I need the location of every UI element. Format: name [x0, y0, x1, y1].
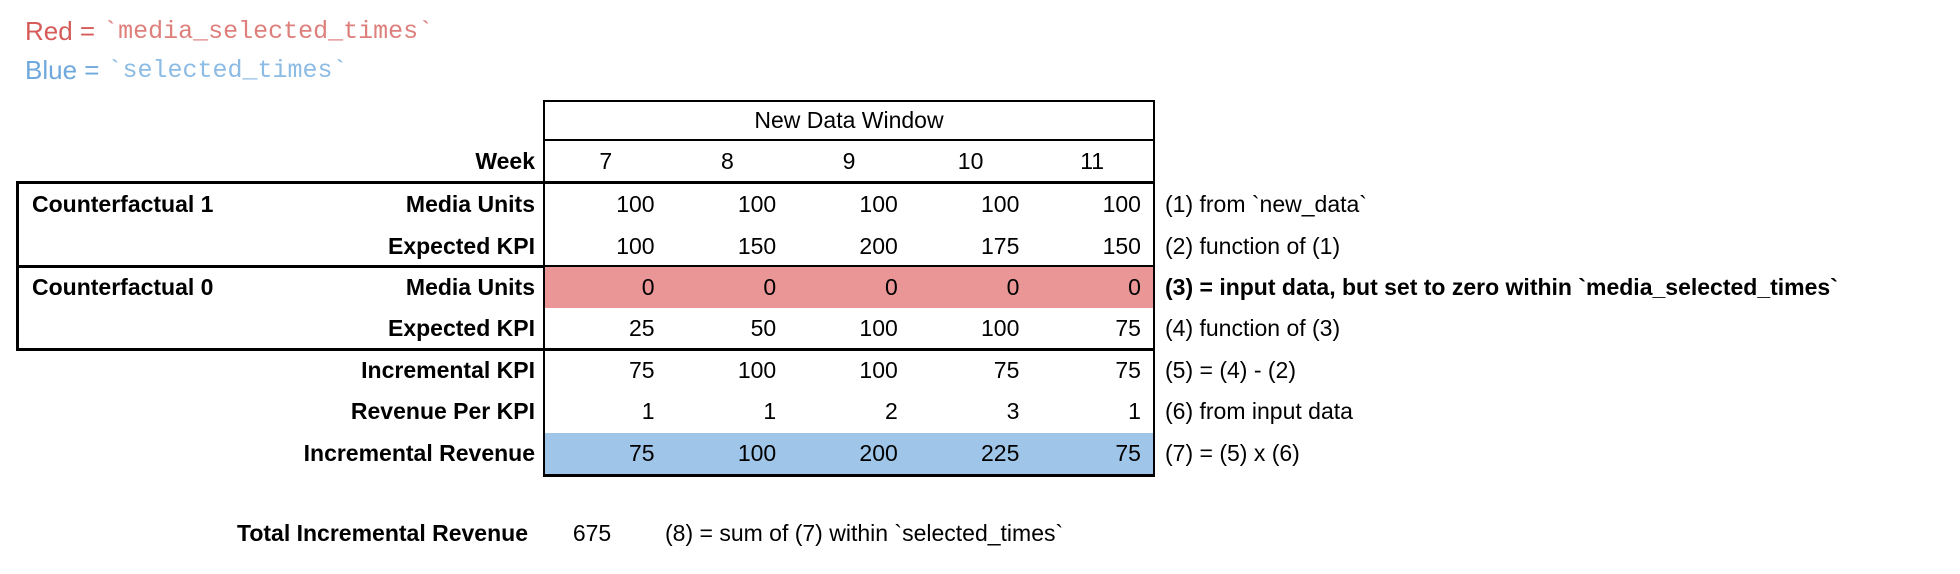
- row-annotation: (2) function of (1): [1165, 232, 1341, 259]
- row-values: 25 50 100 100 75: [545, 308, 1153, 349]
- value-cell: 75: [629, 356, 655, 383]
- value-cell: 175: [981, 232, 1020, 259]
- row-values-highlight-red: 0 0 0 0 0: [545, 266, 1153, 309]
- value-cell: 100: [981, 191, 1020, 218]
- legend-blue-label: Blue =: [25, 55, 100, 85]
- value-cell: 100: [981, 315, 1020, 342]
- table-row-media-units-cf1: Counterfactual 1 Media Units 100 100 100…: [0, 184, 1960, 225]
- value-cell: 100: [859, 191, 898, 218]
- label-box-left-border: [16, 181, 19, 351]
- week-number: 10: [957, 147, 984, 174]
- row-annotation: (1) from `new_data`: [1165, 191, 1367, 218]
- value-cell: 75: [1115, 356, 1141, 383]
- row-annotation: (3) = input data, but set to zero within…: [1165, 274, 1838, 301]
- color-legend: Red = `media_selected_times` Blue = `sel…: [25, 12, 433, 90]
- value-cell: 100: [616, 191, 655, 218]
- value-cell: 0: [1128, 274, 1141, 301]
- row-values-highlight-blue: 75 100 200 225 75: [545, 432, 1153, 474]
- week-number: 9: [842, 147, 856, 174]
- value-cell: 150: [737, 232, 777, 259]
- row-label: Revenue Per KPI: [350, 398, 535, 425]
- row-label: Incremental Revenue: [303, 439, 535, 466]
- total-incremental-revenue-label: Total Incremental Revenue: [237, 519, 528, 546]
- row-label: Incremental KPI: [361, 356, 535, 383]
- week-number: 7: [599, 147, 613, 174]
- table-row-incremental-revenue: Incremental Revenue 75 100 200 225 75 (7…: [0, 432, 1960, 474]
- value-cell: 1: [763, 398, 777, 425]
- value-cell: 100: [737, 191, 777, 218]
- counterfactual0-bottom-border: [16, 348, 1155, 351]
- legend-blue-code: `selected_times`: [107, 56, 348, 85]
- week-number-row: 7 8 9 10 11: [545, 141, 1153, 181]
- values-left-border: [543, 100, 545, 477]
- value-cell: 200: [859, 232, 898, 259]
- value-cell: 75: [993, 356, 1020, 383]
- new-data-window-header: New Data Window: [754, 106, 944, 133]
- week-row-label: Week: [475, 147, 535, 174]
- value-cell: 0: [884, 274, 898, 301]
- row-annotation: (6) from input data: [1165, 398, 1353, 425]
- row-values: 75 100 100 75 75: [545, 350, 1153, 391]
- header-divider: [543, 139, 1155, 141]
- row-annotation: (7) = (5) x (6): [1165, 439, 1300, 466]
- legend-red-label: Red =: [25, 16, 96, 46]
- value-cell: 50: [750, 315, 777, 342]
- value-cell: 100: [616, 232, 655, 259]
- legend-red-line: Red = `media_selected_times`: [25, 12, 433, 51]
- counterfactual-divider: [16, 265, 1155, 268]
- row-annotation: (4) function of (3): [1165, 315, 1341, 342]
- total-incremental-revenue-value: 675: [572, 519, 612, 546]
- table-row-expected-kpi-cf0: Expected KPI 25 50 100 100 75 (4) functi…: [0, 308, 1960, 349]
- value-cell: 1: [641, 398, 655, 425]
- week-number: 11: [1080, 147, 1105, 174]
- row-group-label: Counterfactual 1: [32, 191, 214, 218]
- table-row-expected-kpi-cf1: Expected KPI 100 150 200 175 150 (2) fun…: [0, 225, 1960, 266]
- data-rows: Counterfactual 1 Media Units 100 100 100…: [0, 184, 1960, 474]
- row-values: 100 100 100 100 100: [545, 184, 1153, 225]
- row-label: Media Units: [405, 274, 535, 301]
- value-cell: 200: [859, 439, 898, 466]
- row-group-label: Counterfactual 0: [32, 274, 214, 301]
- value-cell: 100: [1102, 191, 1141, 218]
- row-label: Expected KPI: [388, 232, 535, 259]
- row-label: Media Units: [405, 191, 535, 218]
- row-label: Expected KPI: [388, 315, 535, 342]
- week-number: 8: [720, 147, 734, 174]
- value-cell: 75: [1115, 315, 1141, 342]
- total-annotation: (8) = sum of (7) within `selected_times`: [665, 519, 1064, 546]
- row-annotation: (5) = (4) - (2): [1165, 356, 1296, 383]
- table-border-top: [543, 100, 1155, 102]
- values-right-border: [1153, 100, 1155, 477]
- table-row-incremental-kpi: Incremental KPI 75 100 100 75 75 (5) = (…: [0, 350, 1960, 391]
- table-row-media-units-cf0: Counterfactual 0 Media Units 0 0 0 0 0 (…: [0, 266, 1960, 309]
- row-values: 1 1 2 3 1: [545, 391, 1153, 432]
- value-cell: 75: [1115, 439, 1141, 466]
- table-row-revenue-per-kpi: Revenue Per KPI 1 1 2 3 1 (6) from input…: [0, 391, 1960, 432]
- value-cell: 2: [884, 398, 898, 425]
- value-cell: 3: [1006, 398, 1020, 425]
- data-box-bottom-border: [543, 474, 1155, 477]
- value-cell: 0: [763, 274, 777, 301]
- value-cell: 100: [859, 356, 898, 383]
- value-cell: 100: [737, 356, 777, 383]
- value-cell: 1: [1128, 398, 1141, 425]
- value-cell: 100: [859, 315, 898, 342]
- value-cell: 25: [629, 315, 655, 342]
- legend-blue-line: Blue = `selected_times`: [25, 51, 433, 90]
- value-cell: 0: [1006, 274, 1020, 301]
- value-cell: 75: [629, 439, 655, 466]
- value-cell: 0: [641, 274, 655, 301]
- value-cell: 225: [981, 439, 1020, 466]
- value-cell: 100: [737, 439, 777, 466]
- value-cell: 150: [1102, 232, 1141, 259]
- data-box-top-border: [16, 181, 1155, 184]
- legend-red-code: `media_selected_times`: [103, 17, 434, 46]
- row-values: 100 150 200 175 150: [545, 225, 1153, 266]
